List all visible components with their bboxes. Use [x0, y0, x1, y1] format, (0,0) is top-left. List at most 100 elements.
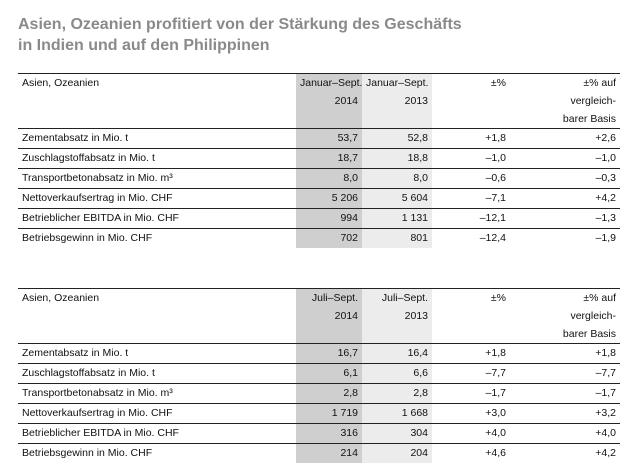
row-label: Zementabsatz in Mio. t — [18, 128, 296, 149]
row-change-percent: –1,7 — [432, 383, 510, 404]
row-previous-value: 8,0 — [362, 168, 432, 189]
header-comparable-change: ±% auf — [510, 288, 620, 307]
row-change-percent: +1,8 — [432, 343, 510, 364]
row-change-percent: +4,0 — [432, 423, 510, 444]
table-row: Transportbetonabsatz in Mio. m³ 2,8 2,8 … — [18, 383, 620, 404]
header-comparable-change-line2: vergleich- — [570, 310, 616, 322]
header-comparable-change-line3: barer Basis — [562, 113, 616, 125]
table-row: Betrieblicher EBITDA in Mio. CHF 316 304… — [18, 423, 620, 444]
row-change-percent: +3,0 — [432, 403, 510, 424]
table-row: Nettoverkaufsertrag in Mio. CHF 5 206 5 … — [18, 188, 620, 209]
table-header-row: 2014 2013 vergleich- — [18, 92, 620, 110]
row-change-percent: –7,1 — [432, 188, 510, 209]
header-current-year: 2014 — [296, 92, 362, 110]
row-label: Nettoverkaufsertrag in Mio. CHF — [18, 188, 296, 209]
row-current-value: 53,7 — [296, 128, 362, 149]
row-previous-value: 18,8 — [362, 148, 432, 169]
row-change-percent: –12,1 — [432, 208, 510, 229]
header-change-percent: ±% — [432, 73, 510, 92]
row-current-value: 214 — [296, 443, 362, 463]
row-current-value: 8,0 — [296, 168, 362, 189]
row-comparable-change: +2,6 — [510, 128, 620, 149]
row-previous-value: 204 — [362, 443, 432, 463]
table-row: Zuschlagstoffabsatz in Mio. t 18,7 18,8 … — [18, 148, 620, 169]
row-current-value: 994 — [296, 208, 362, 229]
row-label: Betriebsgewinn in Mio. CHF — [18, 443, 296, 463]
row-previous-value: 1 668 — [362, 403, 432, 424]
row-change-percent: –1,0 — [432, 148, 510, 169]
row-label: Transportbetonabsatz in Mio. m³ — [18, 383, 296, 404]
table-january-september: Asien, Ozeanien Januar–Sept. Januar–Sept… — [18, 73, 620, 248]
row-comparable-change: –1,7 — [510, 383, 620, 404]
header-change-percent: ±% — [432, 288, 510, 307]
row-comparable-change: –0,3 — [510, 168, 620, 189]
row-previous-value: 5 604 — [362, 188, 432, 209]
table-row: Betrieblicher EBITDA in Mio. CHF 994 1 1… — [18, 208, 620, 229]
row-label: Betriebsgewinn in Mio. CHF — [18, 228, 296, 248]
header-previous-year: 2013 — [362, 307, 432, 325]
row-change-percent: –0,6 — [432, 168, 510, 189]
row-current-value: 5 206 — [296, 188, 362, 209]
row-label: Nettoverkaufsertrag in Mio. CHF — [18, 403, 296, 424]
table-row: Zementabsatz in Mio. t 16,7 16,4 +1,8 +1… — [18, 343, 620, 364]
row-comparable-change: –1,3 — [510, 208, 620, 229]
row-comparable-change: +1,8 — [510, 343, 620, 364]
row-previous-value: 16,4 — [362, 343, 432, 364]
row-previous-value: 2,8 — [362, 383, 432, 404]
row-current-value: 6,1 — [296, 363, 362, 384]
table-header-row: Asien, Ozeanien Juli–Sept. Juli–Sept. ±%… — [18, 288, 620, 307]
row-current-value: 1 719 — [296, 403, 362, 424]
header-current-period: Juli–Sept. — [296, 288, 362, 307]
row-previous-value: 6,6 — [362, 363, 432, 384]
row-change-percent: +4,6 — [432, 443, 510, 463]
row-label: Transportbetonabsatz in Mio. m³ — [18, 168, 296, 189]
header-current-period: Januar–Sept. — [296, 73, 362, 92]
table-july-september: Asien, Ozeanien Juli–Sept. Juli–Sept. ±%… — [18, 288, 620, 463]
title-line-1: Asien, Ozeanien profitiert von der Stärk… — [18, 16, 462, 33]
row-label: Zuschlagstoffabsatz in Mio. t — [18, 363, 296, 384]
header-comparable-change-line3: barer Basis — [562, 328, 616, 340]
table-row: Zuschlagstoffabsatz in Mio. t 6,1 6,6 –7… — [18, 363, 620, 384]
title-line-2: in Indien und auf den Philippinen — [18, 37, 270, 54]
row-current-value: 18,7 — [296, 148, 362, 169]
row-previous-value: 304 — [362, 423, 432, 444]
header-previous-period: Juli–Sept. — [362, 288, 432, 307]
table-header-row: barer Basis — [18, 110, 620, 129]
row-comparable-change: +4,2 — [510, 443, 620, 463]
row-current-value: 16,7 — [296, 343, 362, 364]
header-previous-year: 2013 — [362, 92, 432, 110]
row-change-percent: +1,8 — [432, 128, 510, 149]
header-region-label: Asien, Ozeanien — [18, 288, 296, 307]
row-label: Zementabsatz in Mio. t — [18, 343, 296, 364]
row-label: Betrieblicher EBITDA in Mio. CHF — [18, 423, 296, 444]
table-row: Nettoverkaufsertrag in Mio. CHF 1 719 1 … — [18, 403, 620, 424]
header-previous-period: Januar–Sept. — [362, 73, 432, 92]
row-previous-value: 801 — [362, 228, 432, 248]
table-row: Transportbetonabsatz in Mio. m³ 8,0 8,0 … — [18, 168, 620, 189]
row-comparable-change: –7,7 — [510, 363, 620, 384]
table-row: Zementabsatz in Mio. t 53,7 52,8 +1,8 +2… — [18, 128, 620, 149]
document-title: Asien, Ozeanien profitiert von der Stärk… — [18, 14, 618, 56]
table-header-row: 2014 2013 vergleich- — [18, 307, 620, 325]
row-comparable-change: +3,2 — [510, 403, 620, 424]
table-header-row: Asien, Ozeanien Januar–Sept. Januar–Sept… — [18, 73, 620, 92]
row-comparable-change: +4,0 — [510, 423, 620, 444]
header-region-label: Asien, Ozeanien — [18, 73, 296, 92]
row-comparable-change: +4,2 — [510, 188, 620, 209]
row-previous-value: 1 131 — [362, 208, 432, 229]
header-comparable-change-line2: vergleich- — [570, 95, 616, 107]
header-current-year: 2014 — [296, 307, 362, 325]
row-previous-value: 52,8 — [362, 128, 432, 149]
table-row: Betriebsgewinn in Mio. CHF 214 204 +4,6 … — [18, 443, 620, 463]
row-change-percent: –7,7 — [432, 363, 510, 384]
row-label: Zuschlagstoffabsatz in Mio. t — [18, 148, 296, 169]
row-current-value: 316 — [296, 423, 362, 444]
table-row: Betriebsgewinn in Mio. CHF 702 801 –12,4… — [18, 228, 620, 248]
row-comparable-change: –1,9 — [510, 228, 620, 248]
row-current-value: 2,8 — [296, 383, 362, 404]
header-comparable-change: ±% auf — [510, 73, 620, 92]
row-change-percent: –12,4 — [432, 228, 510, 248]
row-comparable-change: –1,0 — [510, 148, 620, 169]
row-label: Betrieblicher EBITDA in Mio. CHF — [18, 208, 296, 229]
